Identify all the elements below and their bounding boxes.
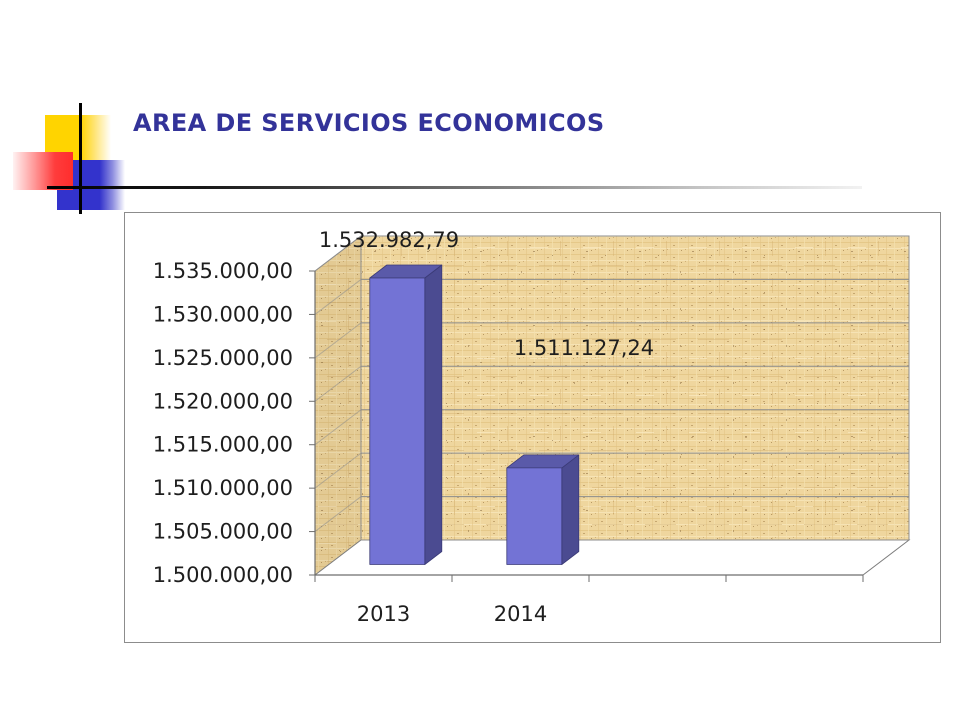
y-tick-label: 1.500.000,00 — [153, 563, 293, 587]
side-gridline — [314, 279, 362, 315]
bar-front-face — [369, 277, 426, 565]
y-tick-label: 1.515.000,00 — [153, 433, 293, 457]
decoration-vertical-line — [79, 103, 82, 214]
bar-2013 — [369, 264, 443, 565]
x-tick-label-2013: 2013 — [357, 602, 410, 626]
bar-2014 — [506, 454, 580, 565]
side-wall-top-edge — [314, 235, 362, 272]
y-tick-label: 1.510.000,00 — [153, 476, 293, 500]
slide-title: AREA DE SERVICIOS ECONOMICOS — [133, 109, 605, 137]
y-tick-label: 1.505.000,00 — [153, 520, 293, 544]
chart-content: 1.500.000,00 1.505.000,00 1.510.000,00 1.51… — [153, 228, 911, 626]
y-tick-label: 1.530.000,00 — [153, 302, 293, 326]
y-tick-label: 1.535.000,00 — [153, 259, 293, 283]
side-gridline — [314, 322, 362, 359]
back-wall-border — [360, 235, 910, 541]
title-underline — [47, 186, 862, 189]
side-gridline — [314, 409, 362, 446]
side-gridline — [314, 365, 362, 402]
y-tick-label: 1.520.000,00 — [153, 389, 293, 413]
bar-side-face — [424, 264, 443, 565]
back-wall-fibers — [361, 236, 909, 540]
data-label-2013: 1.532.982,79 — [319, 228, 459, 252]
side-gridline — [314, 496, 362, 532]
decoration-red-square — [13, 152, 73, 190]
bar-side-face — [561, 454, 580, 565]
side-wall-shade — [315, 236, 361, 575]
chart: 1.500.000,00 1.505.000,00 1.510.000,00 1.51… — [153, 228, 911, 626]
y-tick-label: 1.525.000,00 — [153, 346, 293, 370]
side-wall-fibers — [315, 236, 361, 575]
data-label-2014: 1.511.127,24 — [514, 336, 654, 360]
bar-front-face — [506, 467, 563, 565]
x-tick-label-2014: 2014 — [494, 602, 547, 626]
side-gridline — [314, 452, 362, 489]
